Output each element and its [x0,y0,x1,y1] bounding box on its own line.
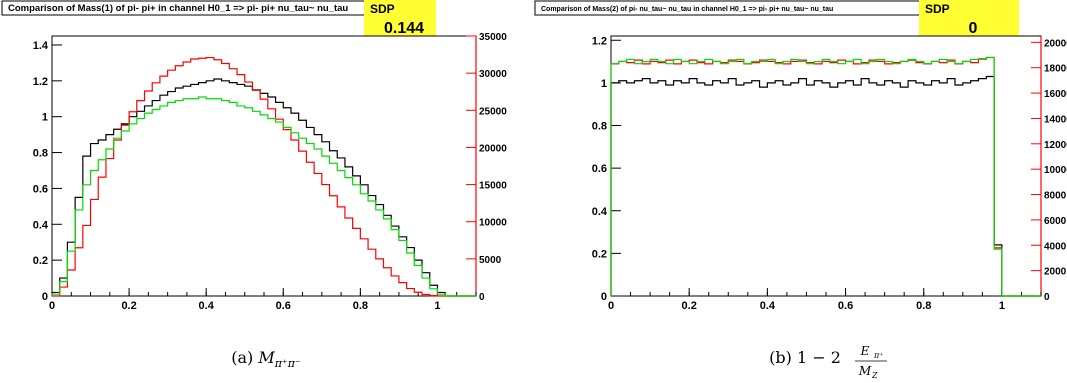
series-line-0 [51,78,476,297]
y-left-tick-label: 1 [601,78,607,90]
y-left-tick-label: 1.4 [33,40,49,52]
sdp-value: 0 [969,20,978,37]
series-line-2 [610,56,1041,297]
chart-title: Comparison of Mass(1) of pi- pi+ in chan… [8,3,348,14]
y-left-tick-label: 1.2 [33,76,48,88]
y-right-tick-label: 5000 [479,255,502,266]
y-right-tick-label: 35000 [479,32,507,43]
y-right-tick-label: 6000 [1044,216,1067,227]
series-line-0 [610,75,1041,297]
y-right-tick-label: 14000 [1044,114,1067,125]
y-right-tick-label: 8000 [1044,191,1067,202]
x-tick-label: 0.4 [760,300,776,312]
plot-frame [51,35,477,297]
chart-title: Comparison of Mass(2) of pi- nu_tau~ nu_… [541,6,833,13]
sdp-label: SDP [370,2,395,16]
y-left-tick-label: 0.2 [33,255,48,267]
x-tick-label: 0.6 [838,300,853,312]
y-left-tick-label: 0.6 [33,183,48,195]
y-right-tick-label: 16000 [1044,89,1067,100]
y-right-tick-label: 20000 [1044,38,1067,49]
x-tick-label: 0.2 [682,300,697,312]
y-left-tick-label: 0 [42,291,48,303]
x-tick-label: 0.6 [276,300,291,312]
y-right-tick-label: 0 [479,292,485,303]
caption-frac-numerator-sub: π⁺ [873,351,883,360]
series-line-2 [51,96,476,297]
y-right-tick-label: 25000 [479,106,507,117]
plot-frame [610,35,1042,297]
caption-frac-denominator: M [858,364,872,378]
x-tick-label: 0 [608,300,614,312]
y-right-tick-label: 12000 [1044,140,1067,151]
subfigure-caption: (a) Mπ⁺π⁻ [231,348,301,370]
caption-frac-numerator: E [860,344,870,358]
y-right-tick-label: 2000 [1044,267,1067,278]
y-left-tick-label: 0.4 [33,219,49,231]
y-right-tick-label: 10000 [1044,165,1067,176]
caption-subscript: π⁺π⁻ [274,357,301,370]
x-tick-label: 1 [434,300,440,312]
series-line-1 [610,56,1041,297]
y-left-tick-label: 0.2 [592,248,607,260]
sdp-label: SDP [925,2,950,16]
subfigure-caption: (b) 1 − 2 [769,348,841,367]
y-right-tick-label: 0 [1044,292,1050,303]
x-tick-label: 0 [49,300,55,312]
y-left-tick-label: 0 [601,291,607,303]
chart-panel-a: Comparison of Mass(1) of pi- pi+ in chan… [1,0,507,370]
y-left-tick-label: 0.6 [592,163,607,175]
y-left-tick-label: 0.8 [33,148,48,160]
caption-symbol: M [257,348,275,367]
y-right-tick-label: 15000 [479,181,507,192]
y-right-tick-label: 4000 [1044,241,1067,252]
y-right-tick-label: 30000 [479,69,507,80]
caption-prefix: (b) [769,348,797,367]
y-right-tick-label: 20000 [479,143,507,154]
caption-prefix: (a) [231,348,258,367]
chart-panel-b: Comparison of Mass(2) of pi- nu_tau~ nu_… [534,0,1067,380]
caption-expression: 1 − 2 [797,348,841,367]
sdp-box [364,0,436,36]
x-tick-label: 0.2 [121,300,136,312]
x-tick-label: 1 [999,300,1005,312]
y-left-tick-label: 1.2 [592,35,607,47]
y-left-tick-label: 0.8 [592,121,607,133]
x-tick-label: 0.4 [199,300,215,312]
x-tick-label: 0.8 [916,300,931,312]
sdp-value: 0.144 [384,20,424,37]
y-left-tick-label: 1 [42,112,48,124]
x-tick-label: 0.8 [353,300,368,312]
sdp-box [919,0,1019,36]
y-right-tick-label: 18000 [1044,64,1067,75]
y-left-tick-label: 0.4 [592,206,608,218]
caption-frac-denominator-sub: Z [871,371,878,380]
y-right-tick-label: 10000 [479,218,507,229]
